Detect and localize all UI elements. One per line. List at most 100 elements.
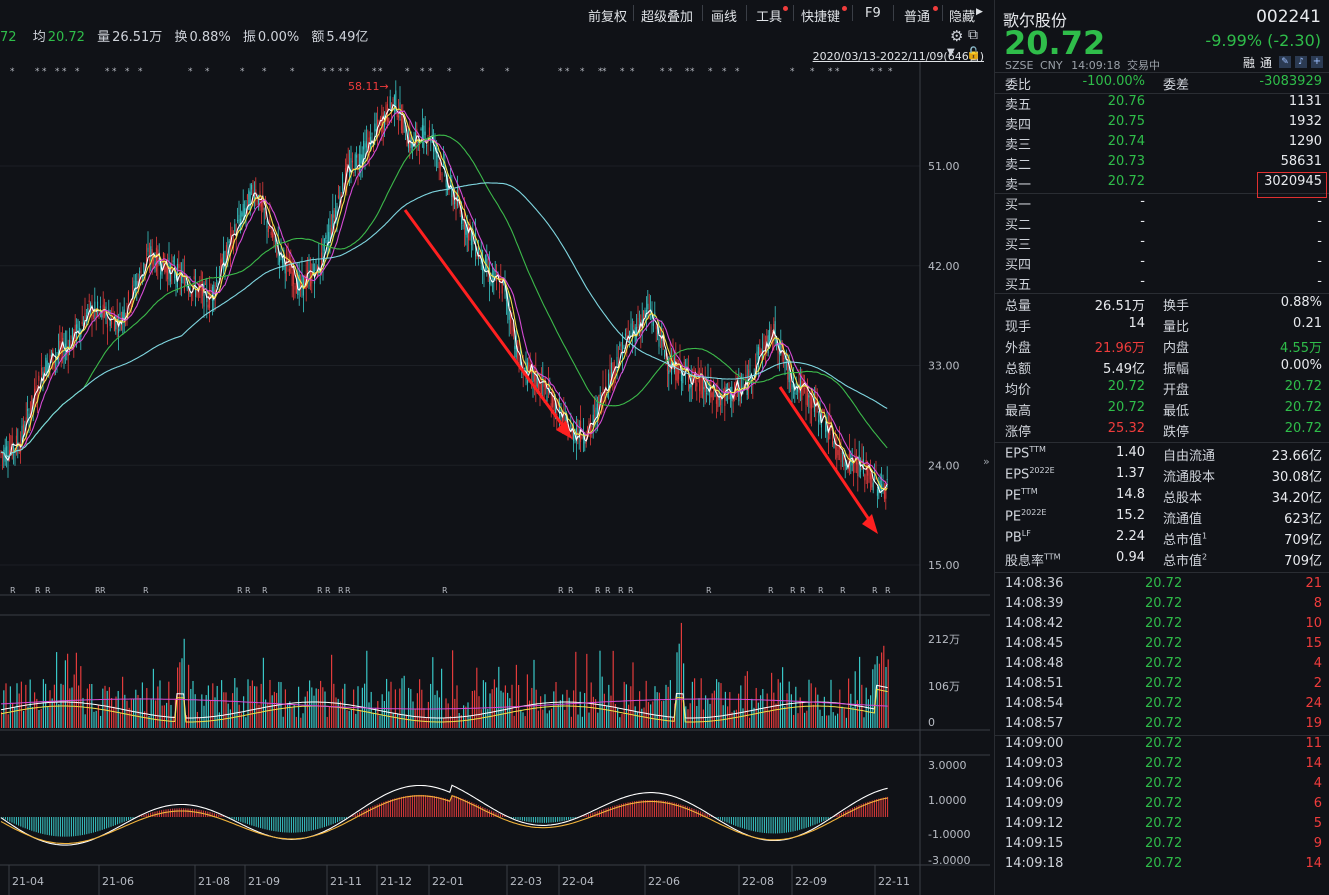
date-tick-label: 22-11 <box>878 875 910 888</box>
draw-button[interactable]: 画线 <box>711 10 738 25</box>
candle-body <box>81 321 83 325</box>
volume-bars <box>0 622 889 728</box>
fundamental-name: 总市值 <box>1163 554 1203 569</box>
adjust-button[interactable]: 前复权 <box>588 10 628 25</box>
candle-body <box>335 210 337 220</box>
macd-dif-line <box>0 784 888 846</box>
candle-body <box>815 399 817 407</box>
candle-body <box>18 450 20 453</box>
candle-body <box>640 319 642 333</box>
event-star-icon: * <box>630 67 635 77</box>
candle-body <box>342 174 344 191</box>
candle-body <box>160 271 162 275</box>
volume-bar <box>291 707 293 728</box>
candle-body <box>626 338 628 353</box>
add-icon[interactable]: + <box>1311 56 1323 68</box>
candle-body <box>451 185 453 198</box>
volume-bar <box>751 698 753 728</box>
settings-icon[interactable]: ⚙ <box>950 27 964 45</box>
candle-body <box>95 310 97 318</box>
volume-bar <box>82 697 84 728</box>
volume-bar <box>203 705 205 728</box>
fundamental-row: PE2022E 15.2 流通值 623亿 <box>995 508 1329 528</box>
kline-chart[interactable]: * * * * * * * * * * * * * * * * * * * * * * * * * * * * * * * * * * * * * * * *… <box>0 62 990 895</box>
candle-body <box>700 373 702 395</box>
range-dropdown-icon[interactable]: ▼ <box>947 47 955 58</box>
shortcut-button[interactable]: 快捷键 <box>801 10 841 25</box>
edit-icon[interactable]: ✎ <box>1279 56 1291 68</box>
candle-body <box>253 194 255 201</box>
candle-body <box>164 264 166 273</box>
volume-bar <box>485 682 487 728</box>
amp-label: 振 <box>242 30 256 45</box>
candle-body <box>134 287 136 294</box>
candle-body <box>543 380 545 387</box>
overlay-button[interactable]: 超级叠加 <box>641 10 694 25</box>
tick-price: 20.72 <box>1145 636 1183 651</box>
volume-bar <box>326 716 328 728</box>
candle-body <box>365 141 367 148</box>
volume-bar <box>315 688 317 728</box>
candle-body <box>375 129 377 132</box>
f9-button[interactable]: F9 <box>865 6 881 21</box>
volume-bar <box>243 696 245 728</box>
volume-bar <box>240 713 242 728</box>
candle-body <box>77 320 79 329</box>
candle-body <box>218 276 220 280</box>
volume-bar <box>89 684 91 728</box>
tick-volume: 14 <box>1305 756 1322 771</box>
candle-body <box>136 281 138 286</box>
volume-bar <box>515 664 517 728</box>
candle-body <box>293 265 295 285</box>
candle-body <box>547 381 549 391</box>
mode-button[interactable]: 普通 <box>904 10 931 25</box>
candle-body <box>722 394 724 396</box>
volume-bar <box>293 705 295 728</box>
tools-button[interactable]: 工具 <box>756 10 783 25</box>
event-r-marker: R <box>317 586 323 595</box>
volume-bar <box>102 688 104 728</box>
volume-bar <box>553 691 555 728</box>
volume-bar <box>210 700 212 728</box>
candle-body <box>823 410 825 413</box>
caret-right-icon[interactable]: ▶ <box>976 7 983 17</box>
volume-bar <box>91 683 93 728</box>
stat-row: 总量 26.51万 换手 0.88% <box>995 295 1329 315</box>
candle-body <box>755 364 757 368</box>
candle-body <box>538 383 540 391</box>
ma10-line <box>0 106 888 492</box>
candle-body <box>360 154 362 164</box>
date-range[interactable]: 2020/03/13-2022/11/09(646日) <box>812 50 984 63</box>
candle-body <box>297 274 299 296</box>
tick-time: 14:09:06 <box>1005 776 1064 791</box>
volume-bar <box>854 671 856 728</box>
candle-body <box>703 386 705 390</box>
event-star-icon: * <box>480 67 485 77</box>
candle-body <box>273 230 275 238</box>
volume-bar <box>366 650 368 728</box>
candle-body <box>511 323 513 336</box>
turn-label: 换 <box>174 30 188 45</box>
candle-body <box>801 380 803 400</box>
tick-time: 14:08:54 <box>1005 696 1064 711</box>
candle-body <box>806 388 808 406</box>
expand-icon[interactable]: » <box>983 455 990 468</box>
fundamental-row: 股息率TTM 0.94 总市值2 709亿 <box>995 550 1329 570</box>
lock-icon[interactable]: 🔓 <box>966 46 981 60</box>
tick-time: 14:09:15 <box>1005 836 1064 851</box>
volume-bar <box>696 705 698 728</box>
volume-ma-line <box>0 698 888 710</box>
connect-tag[interactable]: 通 <box>1260 56 1273 70</box>
margin-tag[interactable]: 融 <box>1243 56 1256 70</box>
volume-bar <box>7 714 9 728</box>
hide-button[interactable]: 隐藏 <box>949 10 976 25</box>
tick-price: 20.72 <box>1145 716 1183 731</box>
candle-body <box>441 174 443 176</box>
event-star-icon: * <box>828 67 833 77</box>
volume-bar <box>535 689 537 728</box>
bell-icon[interactable]: ♪ <box>1295 56 1307 68</box>
downtrend-arrow <box>778 386 874 525</box>
popout-icon[interactable]: ⧉ <box>968 27 978 43</box>
candle-body <box>423 125 425 149</box>
tick-price: 20.72 <box>1145 796 1183 811</box>
